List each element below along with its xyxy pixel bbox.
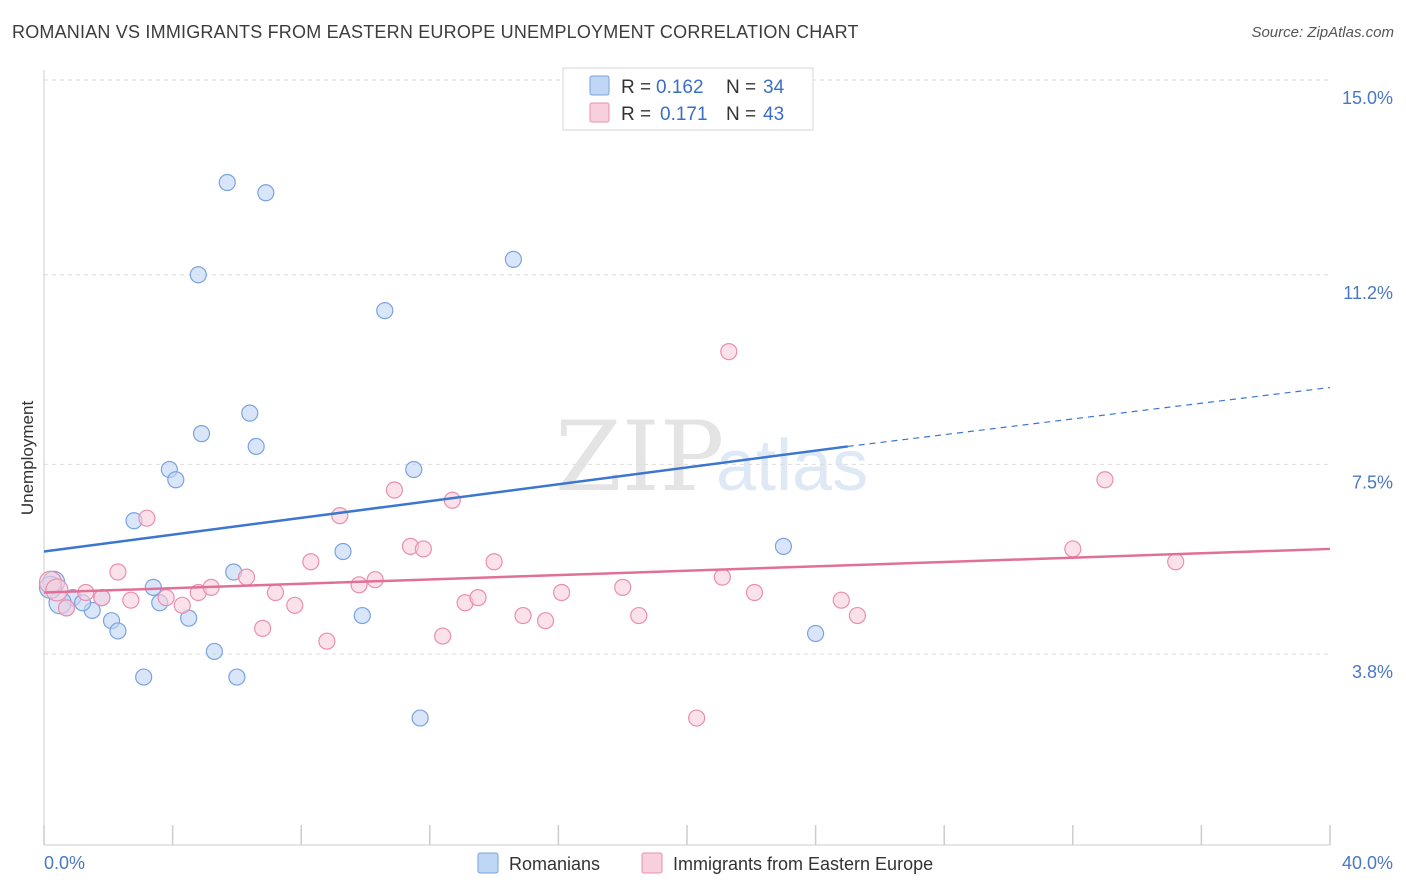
- romanians-point-6: [109, 622, 127, 640]
- immigrants-point-11: [237, 568, 256, 586]
- immigrants-point-12: [254, 619, 272, 637]
- x-tick-label-min: 0.0%: [44, 853, 85, 873]
- immigrants-point-8: [173, 596, 191, 614]
- y-tick-label-1: 7.5%: [1352, 472, 1393, 492]
- correlation-legend: R = 0.162 N = 34 R = 0.171 N = 43: [562, 67, 814, 131]
- immigrants-point-32: [688, 709, 706, 727]
- romanians-point-23: [334, 542, 352, 561]
- immigrants-point-5: [122, 591, 140, 609]
- immigrants-point-1: [57, 599, 76, 617]
- legend-r-value-2: 0.171: [660, 104, 708, 125]
- romanians-point-20: [241, 404, 259, 422]
- romanians-point-22: [257, 184, 275, 202]
- romanians-point-28: [504, 250, 522, 268]
- watermark-zip: ZIP: [555, 401, 724, 513]
- romanians-point-17: [218, 173, 236, 192]
- romanians-point-15: [192, 425, 211, 443]
- romanians-point-14: [189, 266, 207, 284]
- x-ticks: [43, 825, 1331, 845]
- immigrants-point-26: [485, 553, 503, 571]
- legend-swatch-romanians: [589, 75, 610, 96]
- y-tick-label-3: 15.0%: [1342, 88, 1393, 108]
- bottom-legend-swatch-immigrants: [641, 852, 663, 874]
- source-label: Source: ZipAtlas.com: [1251, 24, 1394, 41]
- immigrants-point-13: [266, 583, 285, 602]
- romanians-point-26: [405, 460, 423, 479]
- immigrants-point-14: [286, 596, 304, 614]
- immigrants-point-39: [1096, 471, 1114, 489]
- immigrants-point-34: [720, 343, 738, 361]
- immigrants-point-17: [331, 507, 349, 525]
- immigrants-point-18: [350, 576, 368, 594]
- immigrants-point-23: [434, 627, 452, 645]
- legend-r-value-1: 0.162: [656, 77, 704, 98]
- bottom-legend-swatch-romanians: [477, 852, 499, 874]
- x-tick-label-max: 40.0%: [1342, 853, 1393, 873]
- series-immigrants-points: [38, 343, 1185, 727]
- legend-n-value-1: 34: [763, 77, 785, 98]
- immigrants-point-30: [614, 578, 632, 596]
- immigrants-point-36: [832, 591, 850, 609]
- immigrants-point-22: [414, 540, 432, 558]
- legend-swatch-immigrants: [589, 102, 610, 123]
- y-tick-labels: 3.8% 7.5% 11.2% 15.0%: [1342, 88, 1393, 682]
- immigrants-point-3: [93, 589, 111, 607]
- immigrants-point-20: [385, 481, 404, 499]
- romanians-point-30: [806, 624, 825, 643]
- immigrants-point-6: [138, 509, 156, 527]
- series-legend: Romanians Immigrants from Eastern Europe: [477, 852, 933, 874]
- romanians-point-27: [411, 709, 429, 727]
- immigrants-point-41: [443, 491, 461, 509]
- immigrants-point-42: [45, 578, 69, 602]
- immigrants-point-25: [469, 589, 487, 607]
- immigrants-point-15: [302, 553, 320, 571]
- immigrants-trend-line: [43, 547, 1331, 594]
- watermark-atlas: atlas: [716, 426, 868, 506]
- immigrants-point-4: [109, 563, 127, 581]
- legend-n-label-2: N =: [726, 104, 756, 125]
- trend-lines: [43, 386, 1331, 594]
- immigrants-point-38: [1064, 540, 1082, 558]
- bottom-legend-label-immigrants: Immigrants from Eastern Europe: [673, 854, 933, 874]
- immigrants-point-40: [1167, 553, 1185, 571]
- romanians-point-29: [774, 537, 793, 555]
- y-axis-label: Unemployment: [18, 401, 37, 516]
- romanians-point-25: [376, 302, 394, 320]
- romanians-point-12: [167, 471, 185, 489]
- immigrants-point-19: [366, 571, 384, 589]
- immigrants-point-31: [630, 606, 648, 625]
- legend-r-label-1: R =: [621, 77, 651, 98]
- romanians-trend-line: [43, 445, 848, 553]
- y-tick-label-0: 3.8%: [1352, 662, 1393, 682]
- immigrants-point-29: [553, 583, 571, 602]
- romanians-point-24: [353, 606, 371, 625]
- immigrants-point-28: [536, 612, 555, 630]
- immigrants-point-35: [745, 583, 764, 602]
- romanians-point-8: [135, 668, 153, 686]
- legend-n-value-2: 43: [763, 104, 784, 125]
- chart-title: ROMANIAN VS IMMIGRANTS FROM EASTERN EURO…: [12, 22, 859, 42]
- romanians-point-16: [205, 642, 223, 661]
- immigrants-point-37: [848, 606, 866, 625]
- romanians-trend-extension: [847, 386, 1331, 448]
- legend-n-label-1: N =: [726, 77, 756, 98]
- immigrants-point-7: [157, 589, 175, 607]
- romanians-point-19: [228, 668, 246, 686]
- immigrants-point-33: [713, 568, 731, 586]
- immigrants-point-16: [318, 632, 336, 650]
- bottom-legend-label-romanians: Romanians: [509, 854, 600, 874]
- immigrants-point-27: [514, 606, 532, 625]
- legend-r-label-2: R =: [621, 104, 651, 125]
- romanians-point-21: [247, 437, 265, 456]
- y-tick-label-2: 11.2%: [1343, 283, 1393, 303]
